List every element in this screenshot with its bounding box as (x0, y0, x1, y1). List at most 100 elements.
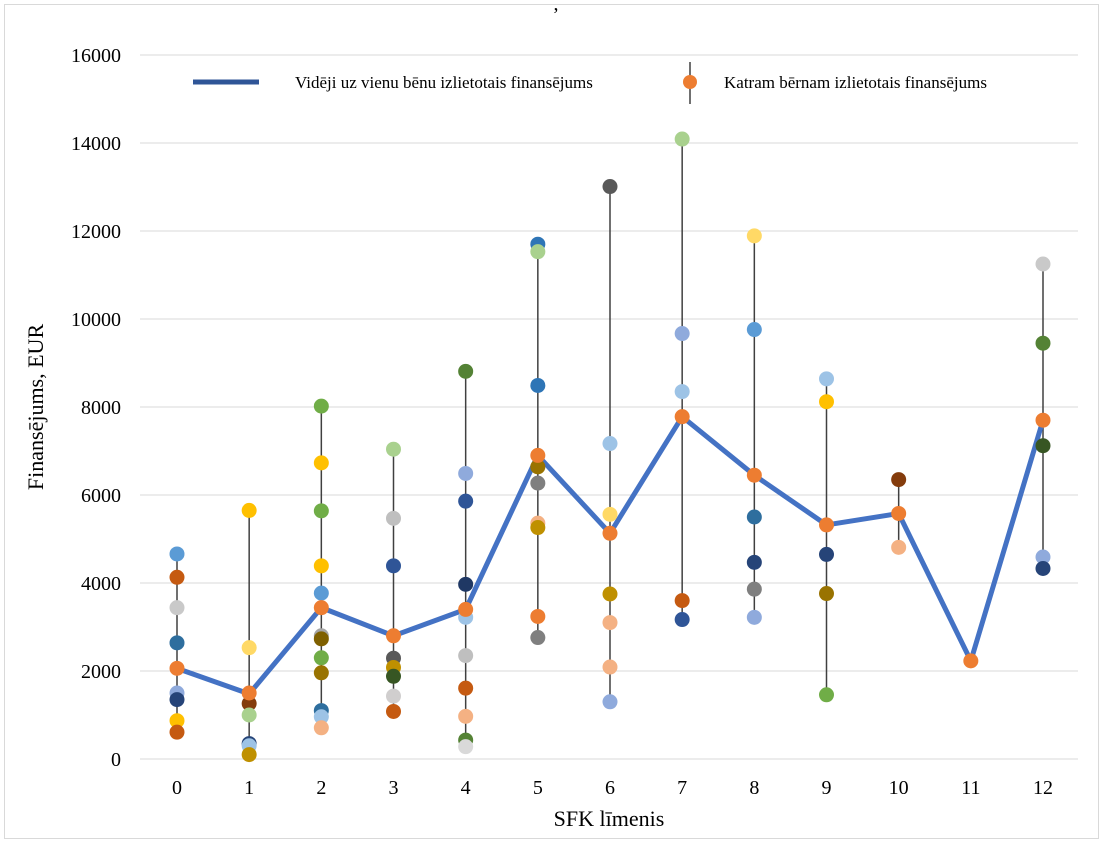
data-point (602, 659, 618, 675)
x-tick-label: 2 (316, 777, 326, 799)
y-tick-label: 2000 (81, 661, 121, 683)
y-tick-label: 6000 (81, 485, 121, 507)
y-tick-label: 4000 (81, 573, 121, 595)
data-point (386, 558, 401, 574)
data-point (241, 640, 257, 656)
data-point (386, 703, 401, 719)
data-point (313, 455, 329, 471)
y-tick-labels: 0 2000 4000 6000 8000 10000 12000 14000 16000 (71, 45, 121, 771)
data-point (746, 581, 762, 597)
data-point (891, 505, 907, 521)
legend-marker-swatch (683, 75, 697, 89)
data-point (313, 709, 329, 725)
data-point (169, 724, 185, 740)
data-point (458, 493, 474, 509)
data-point (530, 608, 546, 624)
x-tick-label: 0 (172, 777, 182, 799)
y-axis-title: Finansējums, EUR (23, 324, 48, 491)
y-tick-label: 16000 (71, 45, 121, 67)
data-point (746, 228, 762, 244)
data-point (674, 326, 690, 342)
data-point (313, 720, 329, 736)
data-point (674, 612, 690, 628)
data-point (819, 517, 834, 533)
data-point (313, 600, 329, 616)
legend-label-each-child: Katram bērnam izlietotais finansējums (724, 73, 987, 92)
y-tick-label: 10000 (71, 309, 121, 331)
data-point (313, 585, 329, 601)
data-point (241, 707, 257, 723)
data-point (458, 739, 474, 755)
data-point (819, 371, 834, 387)
data-point (241, 696, 257, 712)
title-fragment: , (554, 0, 559, 15)
data-point (530, 475, 546, 491)
data-point (746, 467, 762, 483)
data-point (1035, 335, 1051, 351)
x-tick-label: 12 (1033, 777, 1053, 799)
data-point (169, 600, 185, 616)
data-point (458, 680, 474, 696)
data-point (313, 503, 329, 519)
data-point (386, 668, 401, 684)
y-tick-label: 14000 (71, 133, 121, 155)
data-point (458, 576, 474, 592)
data-point (602, 436, 618, 452)
data-point (169, 660, 185, 676)
data-point (602, 615, 618, 631)
data-point (313, 631, 329, 647)
data-point (1035, 560, 1051, 576)
data-point (386, 628, 401, 644)
data-point (1035, 256, 1051, 272)
data-points (169, 131, 1051, 763)
x-tick-label: 8 (749, 777, 759, 799)
y-tick-label: 0 (111, 749, 121, 771)
x-tick-label: 5 (533, 777, 543, 799)
data-point (674, 131, 690, 147)
legend-label-average: Vidēji uz vienu bēnu izlietotais finansē… (295, 73, 593, 92)
data-point (1035, 549, 1051, 565)
data-point (602, 694, 618, 710)
data-point (530, 520, 546, 536)
data-point (963, 653, 979, 669)
data-point (819, 546, 834, 562)
data-point (313, 558, 329, 574)
data-point (674, 593, 690, 609)
data-point (458, 648, 474, 664)
data-point (530, 377, 546, 393)
x-tick-label: 1 (244, 777, 254, 799)
x-tick-label: 11 (961, 777, 980, 799)
data-point (746, 322, 762, 338)
data-point (458, 601, 474, 617)
data-point (602, 179, 618, 195)
data-point (169, 713, 185, 729)
data-point (1035, 412, 1051, 428)
data-point (602, 506, 618, 522)
x-tick-label: 10 (889, 777, 909, 799)
data-point (169, 546, 185, 562)
x-axis-title: SFK līmenis (554, 806, 665, 831)
data-point (313, 398, 329, 414)
x-tick-label: 4 (461, 777, 471, 799)
data-point (530, 447, 546, 463)
x-tick-label: 3 (389, 777, 399, 799)
data-point (674, 384, 690, 400)
data-point (819, 687, 834, 703)
data-point (313, 665, 329, 681)
data-point (386, 688, 401, 704)
data-point (819, 586, 834, 602)
data-point (169, 635, 185, 651)
data-point (1035, 438, 1051, 454)
y-tick-label: 12000 (71, 221, 121, 243)
data-point (746, 509, 762, 525)
data-point (169, 569, 185, 585)
x-tick-labels: 0 1 2 3 4 5 6 7 8 9 10 11 12 (172, 777, 1053, 799)
data-point (241, 685, 257, 701)
chart-frame (4, 4, 1099, 839)
data-point (674, 409, 690, 425)
data-point (530, 459, 546, 475)
data-point (313, 650, 329, 666)
data-point (386, 441, 401, 457)
x-tick-label: 7 (677, 777, 687, 799)
